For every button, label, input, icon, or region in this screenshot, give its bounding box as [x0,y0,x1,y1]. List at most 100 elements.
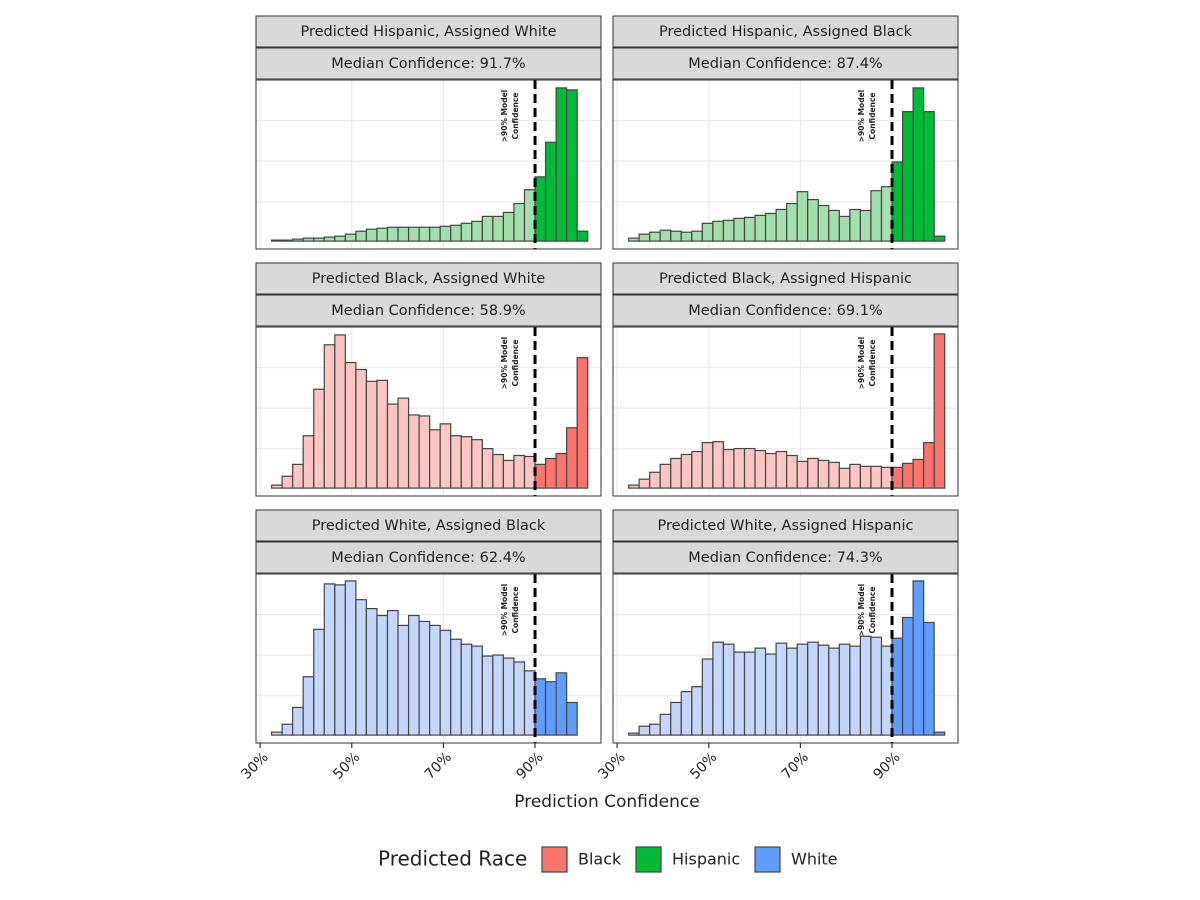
bar [933,333,946,489]
bar [733,651,746,736]
bar [838,643,851,736]
bar [450,224,462,242]
bar [544,141,557,242]
bar [659,463,672,489]
bar [386,609,399,736]
bar [281,723,294,736]
bar [828,461,840,489]
bar [323,236,336,242]
bar [334,584,346,736]
bar [638,233,651,242]
bar [828,647,840,736]
annotation: Confidence [511,340,520,387]
bar [344,233,357,242]
bar [649,471,661,489]
panel-title: Predicted Hispanic, Assigned Black [659,24,913,40]
bar [828,209,840,242]
bar [807,641,819,736]
bar [292,706,304,736]
panel-border [255,79,602,250]
bar [523,670,536,736]
bar [786,454,798,489]
bar [566,89,578,242]
bar [376,614,389,736]
bar [775,450,788,489]
bar [450,435,462,489]
bar [471,439,483,489]
bar [754,449,767,489]
bar [733,447,746,489]
bar [270,484,283,489]
bar [796,191,809,242]
legend-label: Black [578,850,622,869]
bar [649,231,661,242]
bar [513,661,526,736]
strip [612,47,959,80]
legend-label: Hispanic [672,850,740,869]
bar [292,238,304,242]
bar [270,731,283,736]
bar [502,657,515,736]
x-tick-label: 70% [422,749,455,782]
bar [397,624,410,736]
bar [502,211,515,242]
bar [880,466,893,489]
bar [544,457,557,489]
bar [680,231,693,242]
bar [786,647,798,736]
panel-title: Predicted White, Assigned Black [312,518,546,534]
bar [817,204,830,242]
bar [355,368,368,489]
bar [680,453,693,489]
panel-title: Predicted White, Assigned Hispanic [657,518,913,534]
bar [334,334,346,489]
bar [544,681,557,736]
bar [849,463,862,489]
bar [870,190,883,242]
bar [912,458,925,489]
legend-title: Predicted Race [378,847,527,871]
bar [534,176,547,242]
strip [255,47,602,80]
bar [849,645,862,736]
bar [281,239,294,242]
panel-subtitle: Median Confidence: 74.3% [688,550,882,566]
annotation: Confidence [868,93,877,140]
bar [492,215,505,242]
annotation: >90% Model [500,584,509,637]
bar [439,225,452,242]
x-tick-label: 50% [687,749,720,782]
annotation: >90% Model [500,90,509,143]
bar [891,637,904,736]
bar [786,202,798,242]
bar [659,229,672,242]
bar [701,658,714,736]
bar [764,653,777,736]
bar [743,216,756,242]
bar [901,616,914,736]
legend-swatch [754,846,781,873]
bar [376,379,389,489]
bar [923,621,935,736]
bar [764,452,777,489]
annotation: >90% Model [857,337,866,390]
panel-subtitle: Median Confidence: 91.7% [331,56,525,72]
bar [627,484,640,489]
bar [334,235,346,242]
bar [323,344,336,489]
bar [743,447,756,489]
bar [712,441,725,489]
bar [460,436,473,489]
bar [344,580,357,736]
bar [492,453,505,489]
bar [302,237,315,242]
bar [397,226,410,242]
strip [612,15,959,48]
bar [859,635,872,736]
bar [901,462,914,489]
bar [923,111,935,242]
bar [701,442,714,489]
bar [659,713,672,736]
annotation: Confidence [868,587,877,634]
bar [817,459,830,489]
